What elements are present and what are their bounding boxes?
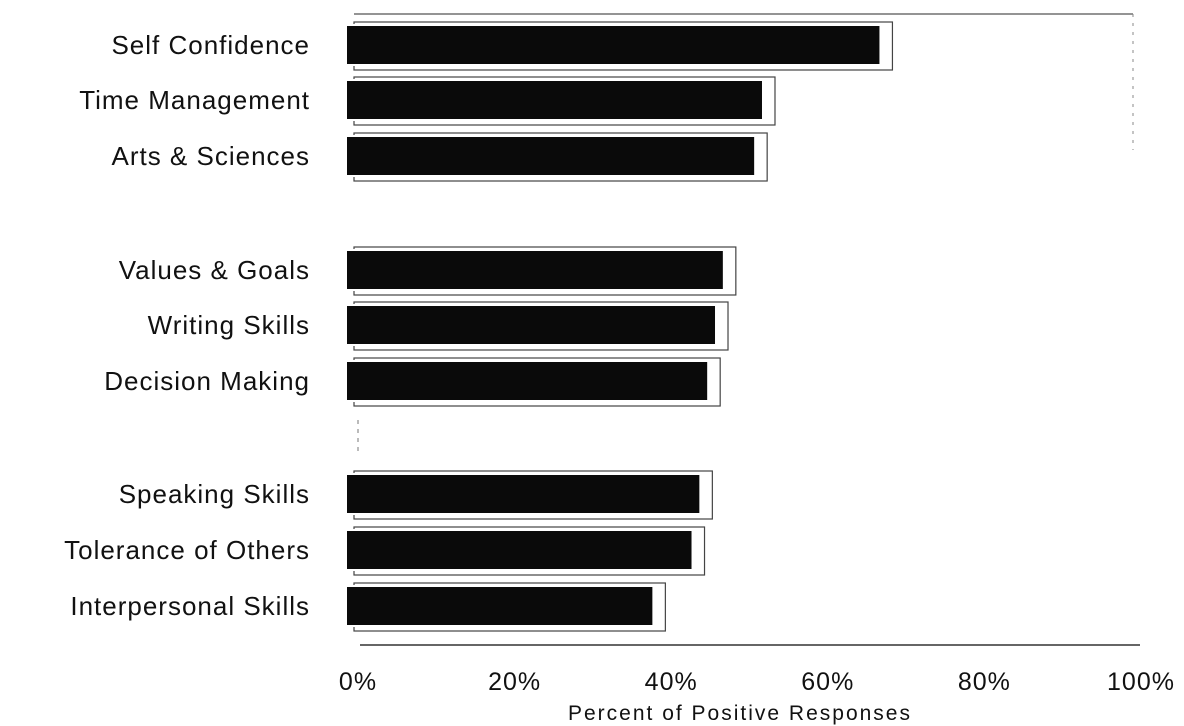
bar-group: [347, 526, 706, 576]
bar: [347, 531, 692, 569]
category-label: Time Management: [79, 85, 310, 115]
bar-group: [347, 470, 713, 520]
bars: [347, 21, 894, 632]
bar-group: [347, 76, 776, 126]
category-label: Arts & Sciences: [111, 141, 310, 171]
x-tick-label: 20%: [488, 668, 541, 696]
x-axis-title: Percent of Positive Responses: [568, 702, 912, 725]
plot-frame: [354, 13, 1140, 646]
x-tick-label: 40%: [645, 668, 698, 696]
bar: [347, 137, 755, 175]
bar: [347, 475, 700, 513]
category-label: Decision Making: [104, 366, 310, 396]
category-label: Tolerance of Others: [64, 535, 310, 565]
category-label: Values & Goals: [119, 255, 310, 285]
x-axis-tick-labels: 0% 20% 40% 60% 80% 100%: [339, 668, 1175, 696]
bar-group: [347, 301, 729, 351]
bar: [347, 362, 708, 400]
bar-group: [347, 357, 721, 407]
bar-group: [347, 132, 768, 182]
bar: [347, 81, 762, 119]
bar: [347, 26, 880, 64]
bar-group: [347, 21, 894, 71]
x-tick-label: 60%: [801, 668, 854, 696]
bar: [347, 306, 716, 344]
bar: [347, 587, 653, 625]
bar-group: [347, 582, 666, 632]
bar-group: [347, 246, 737, 296]
category-label: Interpersonal Skills: [70, 591, 310, 621]
bar: [347, 251, 723, 289]
category-label: Writing Skills: [148, 310, 310, 340]
x-tick-label: 100%: [1107, 668, 1175, 696]
x-tick-label: 0%: [339, 668, 377, 696]
category-label: Self Confidence: [111, 30, 310, 60]
x-tick-label: 80%: [958, 668, 1011, 696]
category-label: Speaking Skills: [119, 479, 310, 509]
category-labels: Self Confidence Time Management Arts & Sci…: [64, 30, 310, 621]
